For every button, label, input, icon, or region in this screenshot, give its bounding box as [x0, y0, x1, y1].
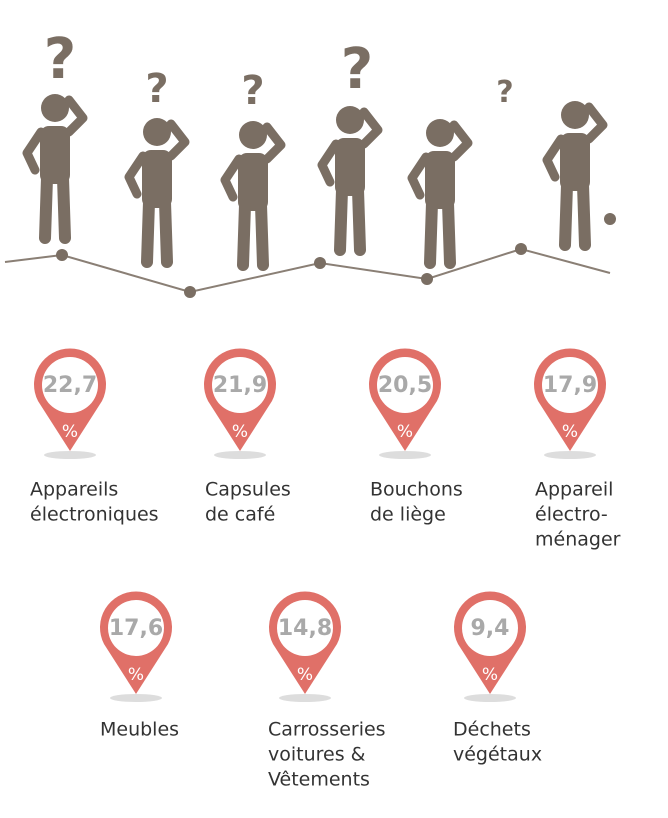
arm [69, 100, 83, 132]
label: Meubles [100, 719, 179, 741]
arm [364, 112, 378, 144]
label: Capsules [205, 479, 291, 501]
label: électroniques [30, 504, 159, 526]
value: 9,4 [471, 616, 510, 641]
label: électro- [535, 504, 608, 526]
label: végétaux [453, 744, 542, 766]
pin-shadow [110, 694, 162, 702]
label: Déchets [453, 719, 531, 741]
pin-shadow [464, 694, 516, 702]
pin-shadow [44, 451, 96, 459]
value: 17,9 [543, 373, 597, 398]
arm [27, 132, 41, 170]
label: Bouchons [370, 479, 463, 501]
value: 22,7 [43, 373, 97, 398]
leg [358, 190, 360, 250]
head [143, 118, 171, 146]
head [426, 119, 454, 147]
label: Vêtements [268, 769, 370, 791]
head [239, 121, 267, 149]
question-mark: ? [496, 75, 513, 110]
question-mark: ? [44, 27, 76, 92]
leg [243, 205, 245, 265]
arm [129, 156, 143, 194]
infographic: ????? 22,7% Appareils électroniques 21,9% Cap… [0, 0, 668, 818]
leg [583, 185, 585, 245]
label: Appareils [30, 479, 118, 501]
person-icon [129, 118, 185, 262]
arm [547, 139, 561, 177]
arm [225, 159, 239, 197]
label: de café [205, 504, 275, 526]
arm [322, 144, 336, 182]
label: de liège [370, 504, 446, 526]
arm [171, 124, 185, 156]
label: Carrosseries [268, 719, 386, 741]
leg [430, 203, 432, 263]
leg [448, 203, 450, 263]
leg [565, 185, 567, 245]
arm [454, 125, 468, 157]
trend-line [5, 249, 610, 292]
person-icon [412, 119, 468, 263]
leg [45, 178, 47, 238]
unit: % [562, 422, 578, 442]
value: 20,5 [378, 373, 432, 398]
person-icon [27, 94, 83, 238]
head [41, 94, 69, 122]
unit: % [62, 422, 78, 442]
leg [340, 190, 342, 250]
leg [165, 202, 167, 262]
head [561, 101, 589, 129]
question-mark: ? [145, 66, 168, 112]
question-mark: ? [341, 37, 373, 102]
value: 14,8 [278, 616, 332, 641]
leg [63, 178, 65, 238]
unit: % [482, 665, 498, 685]
head [336, 106, 364, 134]
value: 17,6 [109, 616, 163, 641]
pin-shadow [214, 451, 266, 459]
page: Infographic html, body { margin: 0; padd… [0, 0, 668, 818]
arm [267, 127, 281, 159]
value: 21,9 [213, 373, 267, 398]
label: ménager [535, 529, 621, 551]
question-mark: ? [241, 68, 264, 114]
person-icon [225, 121, 281, 265]
unit: % [128, 665, 144, 685]
arm [589, 107, 603, 139]
leg [261, 205, 263, 265]
body: {"question_marks": ["?", "?", "?", "?", … [0, 0, 668, 818]
unit: % [297, 665, 313, 685]
pin-shadow [379, 451, 431, 459]
leg [147, 202, 149, 262]
pin-shadow [544, 451, 596, 459]
label: voitures & [268, 744, 366, 766]
person-icon [322, 106, 378, 250]
person-icon [547, 101, 603, 245]
unit: % [397, 422, 413, 442]
pin-shadow [279, 694, 331, 702]
arm [412, 157, 426, 195]
unit: % [232, 422, 248, 442]
label: Appareil [535, 479, 613, 501]
